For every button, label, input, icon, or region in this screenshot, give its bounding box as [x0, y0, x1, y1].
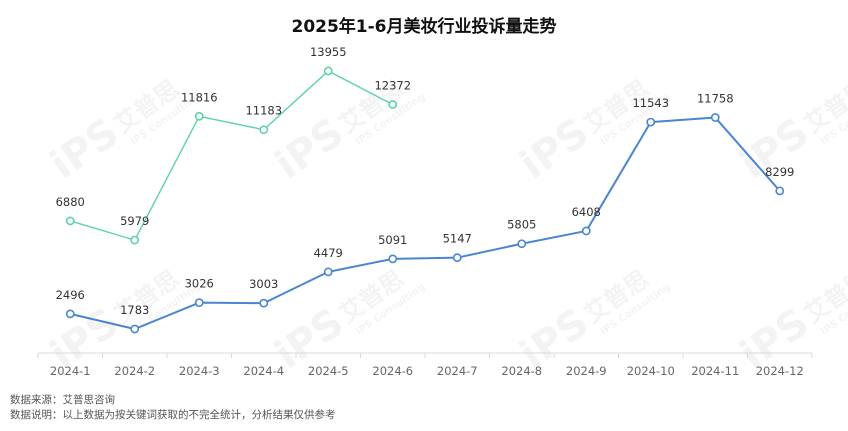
data-point: [710, 113, 720, 122]
data-label: 6408: [572, 205, 601, 219]
data-label: 5091: [378, 233, 407, 247]
data-label: 6880: [56, 195, 85, 209]
x-tick-label: 2024-4: [243, 364, 284, 378]
data-label: 11183: [245, 104, 282, 118]
x-tick-label: 2024-8: [501, 364, 542, 378]
data-label: 11543: [632, 96, 669, 110]
data-label: 11758: [697, 92, 734, 106]
data-point: [259, 298, 269, 308]
watermark-layer: iPS艾普思IPS Consulting iPS艾普思IPS Consulting…: [42, 75, 848, 379]
source-note: 数据来源：艾普思咨询: [10, 394, 115, 406]
data-point: [65, 216, 75, 226]
data-label: 1783: [120, 303, 149, 317]
data-description-note: 数据说明：以上数据为按关键词获取的不完全统计，分析结果仅供参考: [10, 409, 336, 421]
data-point: [646, 117, 656, 127]
data-point: [775, 186, 785, 196]
data-label: 8299: [765, 165, 794, 179]
data-point: [130, 324, 140, 334]
data-point: [194, 111, 204, 121]
data-label: 3003: [249, 277, 278, 291]
data-point: [194, 298, 204, 308]
x-tick-label: 2024-12: [756, 364, 804, 378]
x-tick-label: 2024-1: [50, 364, 91, 378]
data-label: 5147: [443, 232, 472, 246]
x-tick-label: 2024-3: [179, 364, 220, 378]
x-tick-label: 2024-9: [566, 364, 607, 378]
watermark: iPS艾普思IPS Consulting: [732, 265, 848, 379]
data-label: 13955: [310, 45, 347, 59]
data-point: [130, 235, 140, 245]
data-label: 5979: [120, 214, 149, 228]
data-label: 5805: [507, 218, 536, 232]
data-point: [323, 267, 333, 277]
series-line: [70, 116, 781, 331]
x-tick-label: 2024-11: [691, 364, 739, 378]
data-point: [452, 253, 462, 263]
watermark: iPS艾普思IPS Consulting: [512, 265, 672, 379]
series-layer: 2496 1783 3026 3003 4479 5091 5147 5805 6408 1154…: [56, 45, 794, 334]
data-point: [517, 239, 527, 249]
data-point: [259, 125, 269, 135]
x-tick-label: 2024-5: [308, 364, 349, 378]
data-point: [323, 66, 333, 76]
data-point: [581, 226, 591, 236]
x-axis-ticks: 2024-1 2024-2 2024-3 2024-4 2024-5 2024-6 2024…: [37, 353, 813, 378]
data-label: 4479: [314, 246, 343, 260]
data-point: [388, 254, 398, 264]
x-tick-label: 2024-10: [627, 364, 675, 378]
x-tick-label: 2024-6: [372, 364, 413, 378]
data-label: 12372: [374, 79, 411, 93]
data-label: 3026: [185, 277, 214, 291]
chart-title: 2025年1-6月美妆行业投诉量走势: [291, 16, 556, 37]
data-point: [388, 100, 398, 109]
x-tick-label: 2024-2: [114, 364, 155, 378]
x-tick-label: 2024-7: [437, 364, 478, 378]
series-line: [70, 70, 394, 241]
watermark: iPS艾普思IPS Consulting: [42, 75, 202, 189]
footnotes: 数据来源：艾普思咨询 数据说明：以上数据为按关键词获取的不完全统计，分析结果仅供…: [10, 393, 336, 423]
data-point: [65, 309, 75, 319]
data-label: 11816: [181, 90, 218, 104]
data-label: 2496: [56, 288, 85, 302]
